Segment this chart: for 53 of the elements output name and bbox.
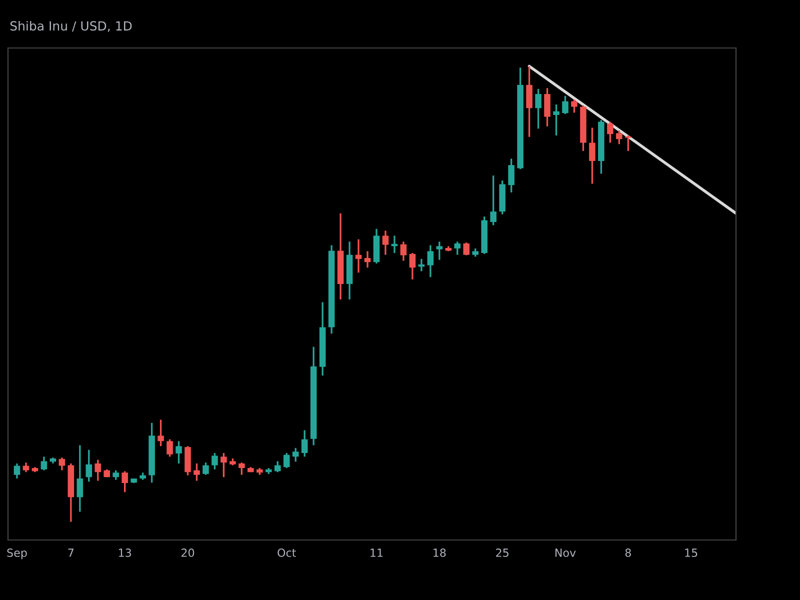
candlestick <box>454 240 461 256</box>
candlestick <box>301 429 308 458</box>
candlestick <box>571 98 578 114</box>
candlestick <box>238 462 245 476</box>
x-tick-label: 11 <box>370 548 383 557</box>
x-tick-label: 15 <box>685 548 698 557</box>
candlestick <box>607 120 614 144</box>
x-tick-label: 8 <box>625 548 631 557</box>
candlestick <box>553 104 560 136</box>
candlestick <box>508 158 514 194</box>
x-tick-label: 7 <box>68 548 74 557</box>
candlestick <box>166 438 173 458</box>
x-tick-label: 25 <box>496 548 508 557</box>
x-tick-label: 13 <box>118 548 132 557</box>
x-tick-label: Oct <box>278 548 296 557</box>
candlestick <box>212 452 218 470</box>
candlestick <box>436 240 443 261</box>
candlestick <box>112 469 119 481</box>
candlestick <box>589 126 596 185</box>
candlestick <box>86 448 92 483</box>
candlestick <box>22 462 30 473</box>
candlestick <box>122 470 128 493</box>
candlestick <box>490 174 496 226</box>
candlestick <box>176 440 182 464</box>
candlestick <box>526 65 532 138</box>
candlestick <box>535 88 542 130</box>
chart-title: Shiba Inu / USD, 1D <box>10 20 132 32</box>
x-tick-label: 18 <box>434 548 446 557</box>
candlestick <box>364 250 371 268</box>
candlestick <box>463 242 470 256</box>
x-tick-label: Sep <box>7 548 27 560</box>
candlestick <box>76 444 84 513</box>
candlestick <box>158 418 164 447</box>
candlestick <box>355 238 362 274</box>
candlestick <box>14 462 20 480</box>
candlestick <box>292 447 299 462</box>
candlestick <box>544 87 550 128</box>
candlestick <box>194 462 200 482</box>
x-tick-label: Nov <box>555 548 576 557</box>
candlestick <box>40 456 48 472</box>
candlestick <box>220 452 227 478</box>
candlestick <box>562 95 568 115</box>
x-tick-label: 20 <box>182 548 194 557</box>
candlestick <box>283 452 290 469</box>
candlestick <box>274 460 281 473</box>
candlestick <box>94 458 102 482</box>
candlestick <box>616 130 622 145</box>
candlestick <box>400 240 407 262</box>
candlestick <box>58 456 66 472</box>
candlestick <box>409 252 416 280</box>
candlestick <box>202 462 209 476</box>
candlestick <box>427 244 434 278</box>
candlestick <box>382 230 389 256</box>
